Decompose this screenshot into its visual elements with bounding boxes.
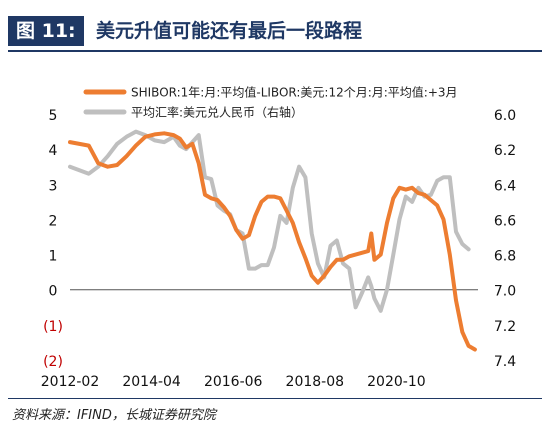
left-axis-tick-label: 2 — [49, 213, 58, 229]
right-axis-tick-label: 6.8 — [494, 249, 516, 265]
right-axis-tick-label: 7.0 — [494, 284, 516, 300]
left-axis-tick-label: 4 — [49, 143, 58, 159]
left-axis-tick-label: 5 — [49, 108, 58, 124]
x-axis-tick-label: 2018-08 — [286, 374, 345, 390]
line-chart: SHIBOR:1年:月:平均值-LIBOR:美元:12个月:月:平均值:+3月 … — [41, 85, 516, 391]
right-axis-tick-label: 6.6 — [494, 213, 516, 229]
legend-label-spread: SHIBOR:1年:月:平均值-LIBOR:美元:12个月:月:平均值:+3月 — [131, 85, 458, 100]
x-axis-tick-label: 2020-10 — [367, 374, 426, 390]
right-axis-tick-label: 6.2 — [494, 143, 516, 159]
chart-series — [68, 129, 477, 352]
source-note: 资料来源：IFIND，长城证券研究院 — [12, 408, 216, 423]
left-axis-tick-label: 3 — [49, 178, 58, 194]
left-axis-tick-label: 1 — [49, 249, 58, 265]
right-axis-tick-label: 7.2 — [494, 319, 516, 335]
chart-axes: 5 4 3 2 1 0 (1) (2) 6.0 6.2 6.4 6.6 6.8 7.0 7.2 7.4 2012… — [41, 108, 516, 390]
right-axis-tick-label: 6.4 — [494, 178, 516, 194]
series-line-usdcny — [68, 129, 471, 313]
right-axis-tick-label: 6.0 — [494, 108, 516, 124]
figure-title: 美元升值可能还有最后一段路程 — [96, 20, 363, 42]
title-rule — [8, 50, 542, 52]
series-line-spread — [68, 131, 477, 352]
left-axis-tick-label: (1) — [43, 319, 63, 335]
figure-header: 图 11: 美元升值可能还有最后一段路程 — [0, 16, 550, 48]
source-rule — [8, 398, 542, 399]
x-axis-tick-label: 2014-04 — [122, 374, 181, 390]
x-axis-tick-label: 2012-02 — [41, 374, 100, 390]
figure-number: 图 11: — [8, 16, 84, 46]
right-axis-tick-label: 7.4 — [494, 354, 516, 370]
left-axis-tick-label: 0 — [49, 284, 58, 300]
x-axis-tick-label: 2016-06 — [204, 374, 263, 390]
left-axis-tick-label: (2) — [43, 354, 63, 370]
chart-legend: SHIBOR:1年:月:平均值-LIBOR:美元:12个月:月:平均值:+3月 … — [83, 85, 458, 120]
legend-label-usdcny: 平均汇率:美元兑人民币（右轴） — [131, 105, 303, 120]
